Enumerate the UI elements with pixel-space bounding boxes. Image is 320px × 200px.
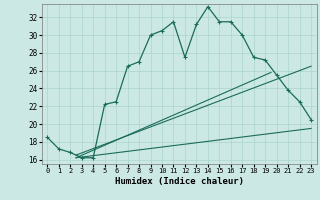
X-axis label: Humidex (Indice chaleur): Humidex (Indice chaleur) <box>115 177 244 186</box>
